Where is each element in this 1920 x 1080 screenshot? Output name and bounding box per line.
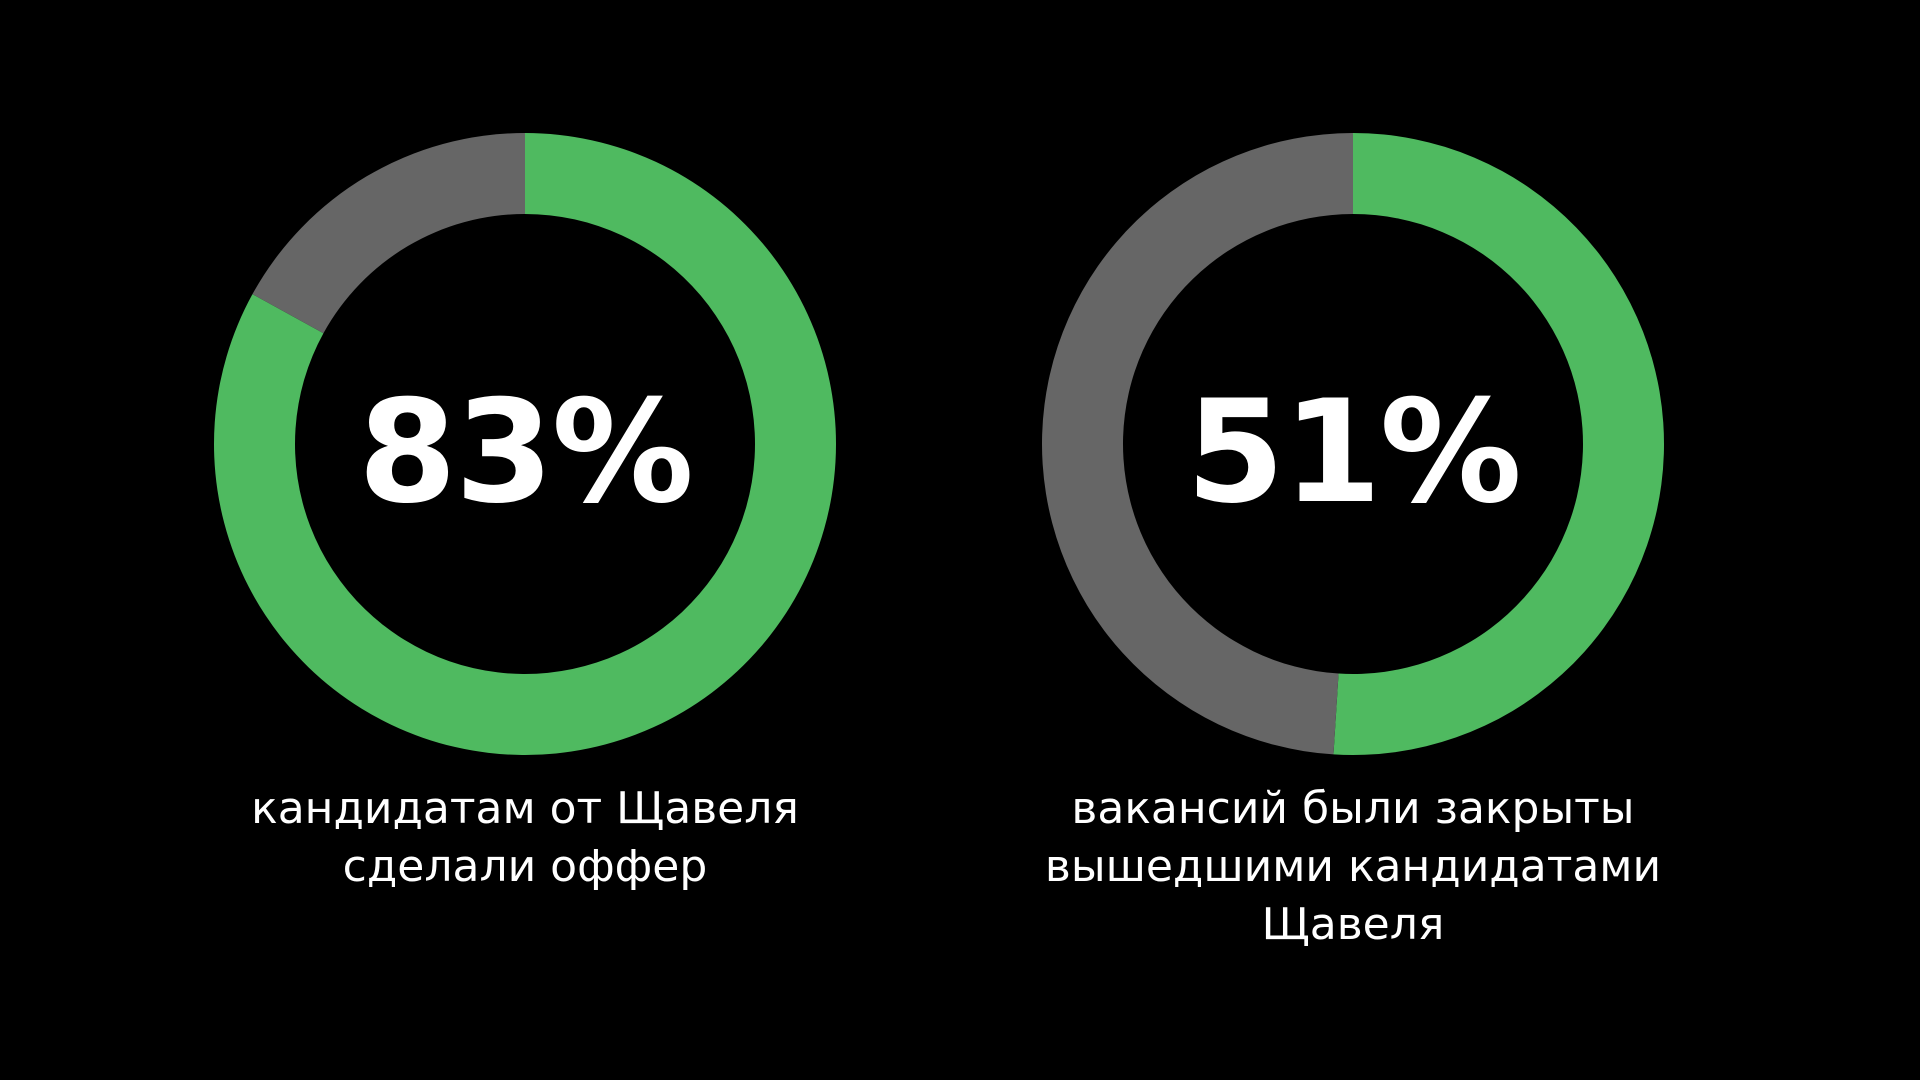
donut-slice-remaining bbox=[252, 133, 525, 334]
donut-chart-offers: 83% bbox=[212, 131, 838, 757]
stat-caption: вакансий были закрыты вышедшими кандидат… bbox=[1044, 783, 1662, 950]
donut-slice-filled bbox=[1333, 133, 1665, 756]
donut-slice-remaining bbox=[1042, 133, 1353, 755]
donut-chart-vacancies: 51% bbox=[1040, 131, 1666, 757]
stat-caption: кандидатам от Щавеля сделали оффер bbox=[251, 783, 799, 892]
stat-panel-vacancies: 51% вакансий были закрыты вышедшими канд… bbox=[953, 0, 1753, 1080]
percent-value: 83% bbox=[358, 369, 694, 535]
stat-panel-offers: 83% кандидатам от Щавеля сделали оффер bbox=[125, 0, 925, 1080]
percent-value: 51% bbox=[1186, 369, 1522, 535]
donut-svg bbox=[213, 133, 836, 755]
donut-svg bbox=[1042, 133, 1665, 756]
